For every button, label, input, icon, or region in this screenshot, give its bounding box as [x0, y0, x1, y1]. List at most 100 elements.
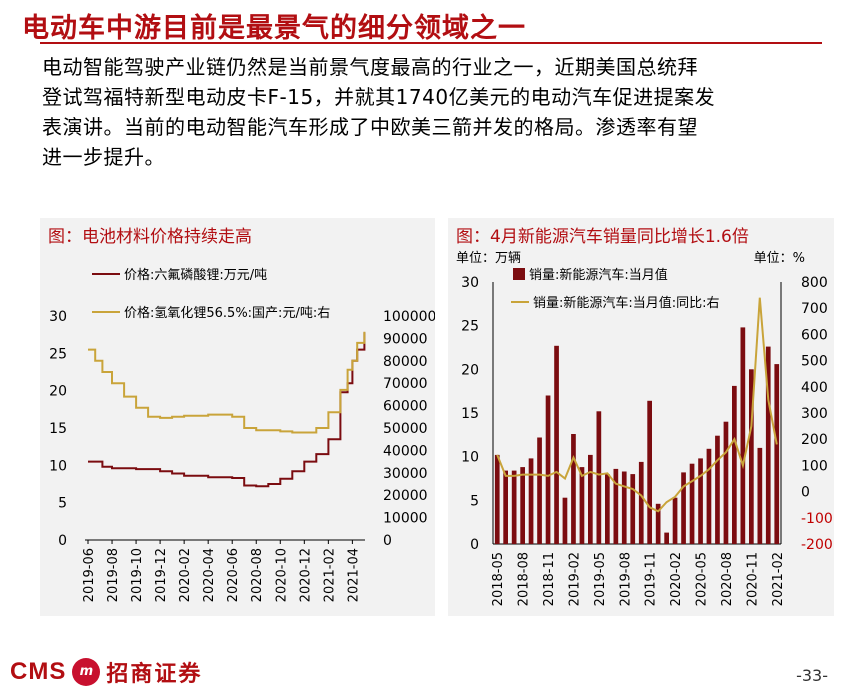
sales-bar	[621, 471, 627, 544]
y-right-tick-label: 10000	[383, 511, 428, 527]
x-tick-label: 2020-11	[745, 552, 760, 606]
y-left-tick-label: 15	[461, 406, 479, 422]
x-tick-label: 2018-11	[542, 552, 557, 606]
title-rule	[40, 42, 822, 44]
series-line-2	[88, 331, 366, 434]
x-tick-label: 2019-08	[106, 548, 121, 602]
y-right-tick-label: 50000	[383, 421, 428, 437]
y-right-tick-label: 70000	[383, 376, 428, 392]
x-tick-label: 2019-10	[130, 548, 145, 602]
sales-bar	[630, 474, 636, 544]
x-tick-label: 2020-10	[274, 548, 289, 602]
chart2-title: 图：4月新能源汽车销量同比增长1.6倍	[456, 227, 749, 247]
sales-bar	[757, 447, 763, 544]
y-right-tick-label: 0	[801, 485, 810, 501]
sales-bar	[664, 532, 669, 544]
x-tick-label: 2020-08	[720, 552, 735, 606]
y-left-tick-label: 0	[470, 537, 479, 553]
battery-price-chart-panel: 图：电池材料价格持续走高 2019-06 2019-08 2019-10 2019-1…	[40, 218, 436, 616]
y-right-tick-label: 90000	[383, 331, 428, 347]
x-tick-label: 2018-05	[491, 552, 506, 606]
x-tick-label: 2020-12	[298, 548, 313, 602]
x-tick-label: 2020-08	[250, 548, 265, 602]
left-unit-label: 单位：万辆	[456, 251, 521, 266]
y-left-tick-label: 5	[470, 493, 479, 509]
sales-bar	[689, 463, 695, 544]
y-left-tick-label: 30	[49, 309, 67, 325]
y-right-tick-label: 300	[801, 406, 828, 422]
y-left-tick-label: 10	[461, 450, 479, 466]
y-right-tick-label: 400	[801, 380, 828, 396]
sales-bar	[706, 448, 712, 544]
x-tick-label: 2020-05	[695, 552, 710, 606]
sales-bar	[596, 411, 602, 544]
y-left-tick-label: 20	[49, 384, 67, 400]
legend-label-1: 价格:六氟磷酸锂:万元/吨	[124, 267, 267, 283]
sales-bar	[537, 437, 542, 544]
y-right-tick-label: 100000	[383, 309, 435, 325]
y-left-tick-label: 30	[461, 275, 479, 291]
y-left-tick-label: 10	[49, 458, 67, 474]
company-name: 招商证券	[106, 662, 203, 687]
y-right-tick-label: 40000	[383, 443, 428, 459]
y-left-tick-label: 0	[58, 533, 67, 549]
sales-bar	[571, 434, 576, 544]
x-tick-label: 2018-08	[517, 552, 532, 606]
sales-bar	[672, 497, 678, 544]
y-right-tick-label: 30000	[383, 466, 428, 482]
x-tick-label: 2019-02	[567, 552, 582, 606]
x-tick-label: 2020-04	[202, 548, 217, 602]
x-tick-label: 2021-02	[322, 548, 337, 602]
body-line-3: 表演讲。当前的电动智能汽车形成了中欧美三箭并发的格局。渗透率有望	[42, 115, 698, 139]
sales-bar	[715, 435, 720, 544]
series-line-1	[88, 332, 366, 488]
x-tick-label: 2020-02	[178, 548, 193, 602]
x-tick-label: 2020-02	[669, 552, 684, 606]
y-left-tick-label: 15	[49, 421, 67, 437]
y-right-tick-label: 200	[801, 432, 828, 448]
nev-sales-chart-panel: 图：4月新能源汽车销量同比增长1.6倍 单位：万辆 单位：% 0 5 10 15 20 25 3…	[448, 218, 834, 616]
y-right-tick-label: 700	[801, 301, 828, 317]
x-tick-label: 2019-12	[154, 548, 169, 602]
x-tick-label: 2019-08	[618, 552, 633, 606]
legend-swatch-1	[513, 268, 525, 280]
y-right-tick-label: -100	[801, 511, 833, 527]
sales-bar	[740, 327, 746, 544]
x-tick-label: 2020-06	[226, 548, 241, 602]
y-right-tick-label: -200	[801, 537, 833, 553]
body-line-1: 电动智能驾驶产业链仍然是当前景气度最高的行业之一，近期美国总统拜	[42, 55, 698, 79]
battery-price-chart: 2019-06 2019-08 2019-10 2019-12 2020-02 2020-…	[49, 267, 436, 602]
company-badge-icon: m	[72, 658, 101, 686]
x-tick-label: 2021-04	[346, 548, 361, 602]
y-right-tick-label: 600	[801, 327, 828, 343]
page-number: -33-	[796, 666, 828, 685]
cms-logo-text: CMS	[10, 658, 67, 685]
sales-bar	[503, 470, 508, 544]
page-title: 电动车中游目前是最景气的细分领域之一	[22, 13, 526, 44]
x-tick-label: 2019-06	[82, 548, 97, 602]
sales-bar	[765, 346, 771, 544]
y-right-tick-label: 80000	[383, 354, 428, 370]
sales-bar	[562, 497, 568, 544]
sales-bar	[494, 454, 500, 544]
y-right-tick-label: 100	[801, 458, 828, 474]
sales-bar	[520, 467, 525, 544]
sales-bar	[579, 467, 585, 544]
y-left-tick-label: 25	[461, 319, 479, 335]
sales-bar	[605, 474, 610, 544]
sales-bar	[732, 385, 737, 544]
y-right-tick-label: 500	[801, 354, 828, 370]
y-left-tick-label: 5	[58, 496, 67, 512]
sales-bar	[511, 470, 517, 544]
sales-bar	[681, 472, 686, 544]
sales-bar	[749, 369, 754, 544]
right-unit-label: 单位：%	[754, 251, 805, 266]
y-right-tick-label: 800	[801, 275, 828, 291]
x-tick-label: 2019-11	[644, 552, 659, 606]
yoy-growth-line	[496, 297, 778, 513]
body-paragraph: 电动智能驾驶产业链仍然是当前景气度最高的行业之一，近期美国总统拜 登试驾福特新型…	[42, 52, 832, 172]
x-tick-label: 2021-02	[771, 552, 786, 606]
sales-bar	[613, 468, 619, 544]
sales-bar	[723, 421, 729, 544]
sales-bar	[638, 461, 644, 544]
